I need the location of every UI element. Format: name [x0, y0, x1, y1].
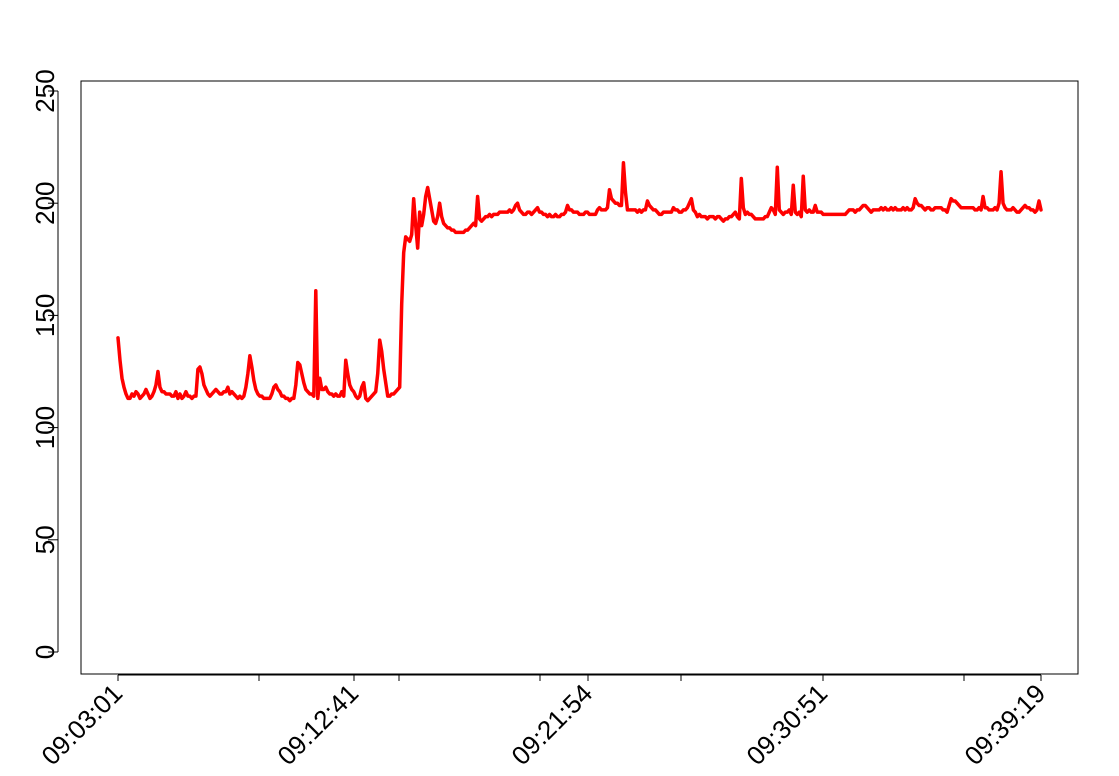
y-tick-label: 100 [30, 406, 60, 449]
y-axis: 0 50 100 150 200 250 [30, 69, 60, 659]
series-line [116, 161, 1043, 403]
y-tick-label: 150 [30, 294, 60, 337]
y-tick-label: 50 [30, 525, 60, 554]
plot-area-frame [80, 80, 1079, 675]
y-tick-label: 200 [30, 182, 60, 225]
y-tick-label: 0 [30, 645, 60, 659]
y-tick-label: 250 [30, 69, 60, 112]
series-layer [116, 161, 1043, 403]
